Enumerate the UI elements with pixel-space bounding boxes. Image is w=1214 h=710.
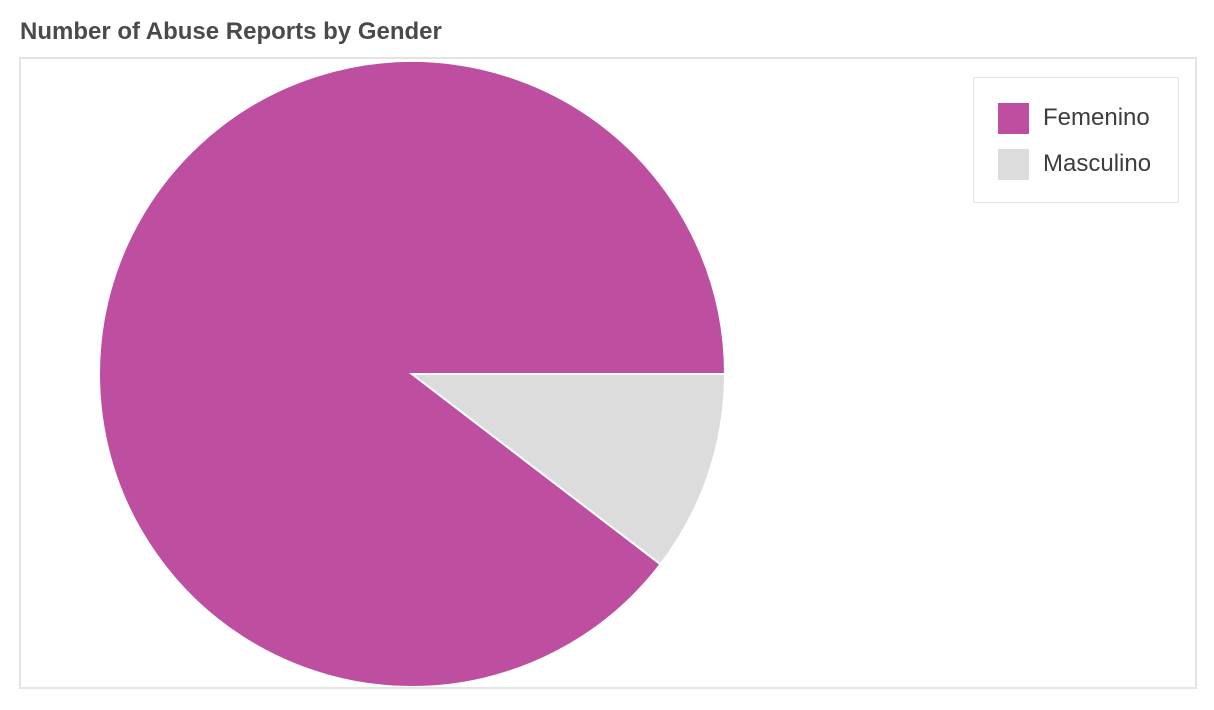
legend-label-masculino: Masculino <box>1043 150 1152 177</box>
legend-swatch-masculino <box>998 148 1029 180</box>
chart-frame: Femenino Masculino <box>19 57 1197 689</box>
legend-item-femenino[interactable]: Femenino <box>998 102 1178 134</box>
pie-slice-masculino[interactable] <box>409 373 727 566</box>
legend-item-masculino[interactable]: Masculino <box>998 148 1178 180</box>
legend: Femenino Masculino <box>973 77 1179 203</box>
legend-swatch-femenino <box>998 102 1029 134</box>
chart-title: Number of Abuse Reports by Gender <box>20 18 442 45</box>
pie-chart <box>98 60 727 687</box>
legend-label-femenino: Femenino <box>1043 104 1150 131</box>
